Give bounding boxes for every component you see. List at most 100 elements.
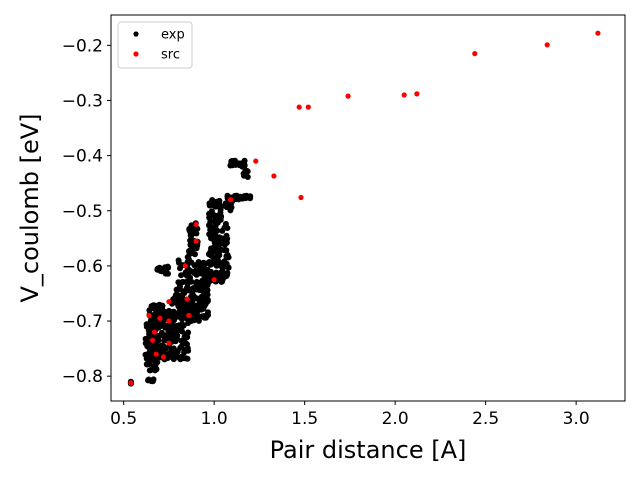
exp-point xyxy=(187,274,194,281)
exp-point xyxy=(243,195,249,201)
exp-point xyxy=(217,206,224,213)
y-tick-label: −0.6 xyxy=(62,257,103,277)
exp-point xyxy=(198,293,205,300)
exp-point xyxy=(229,162,236,169)
y-tick-label: −0.3 xyxy=(62,91,103,111)
src-point xyxy=(595,30,601,36)
src-point xyxy=(305,104,311,110)
exp-point xyxy=(186,248,192,255)
exp-point xyxy=(145,355,152,362)
exp-point xyxy=(171,331,178,338)
exp-point xyxy=(210,255,217,262)
exp-point xyxy=(237,195,244,202)
exp-point xyxy=(213,269,220,276)
exp-point xyxy=(194,295,201,302)
src-point xyxy=(184,296,190,302)
exp-point xyxy=(196,270,203,277)
src-point xyxy=(193,221,199,228)
exp-point xyxy=(145,377,151,384)
exp-point xyxy=(204,287,211,294)
exp-point xyxy=(176,259,182,266)
exp-point xyxy=(179,328,186,335)
src-point xyxy=(544,42,550,48)
src-point xyxy=(157,315,163,321)
exp-point xyxy=(218,213,225,220)
exp-point xyxy=(209,200,216,207)
exp-point xyxy=(213,235,220,242)
exp-point xyxy=(176,322,183,329)
exp-point xyxy=(163,324,170,331)
exp-point xyxy=(178,272,185,279)
exp-point xyxy=(206,221,213,227)
exp-point xyxy=(180,340,187,347)
exp-point xyxy=(176,280,183,287)
exp-point xyxy=(214,241,221,248)
exp-point xyxy=(193,286,200,293)
exp-point xyxy=(197,280,204,287)
src-point xyxy=(166,299,172,305)
exp-point xyxy=(221,247,228,254)
src-point xyxy=(186,312,192,319)
exp-point xyxy=(238,162,245,169)
legend-label-src: src xyxy=(161,48,180,63)
exp-point xyxy=(207,260,214,267)
src-point xyxy=(182,263,188,269)
src-point xyxy=(472,51,478,57)
exp-point xyxy=(193,261,200,268)
src-point xyxy=(271,173,277,179)
src-point xyxy=(128,380,134,386)
exp-point xyxy=(196,304,202,311)
exp-point xyxy=(183,278,190,285)
exp-point xyxy=(185,347,192,354)
exp-point xyxy=(184,331,190,338)
exp-point xyxy=(216,248,223,255)
src-point xyxy=(193,238,199,244)
x-axis-ticks: 0.5 1.0 1.5 2.0 2.5 3.0 xyxy=(110,401,590,429)
exp-point xyxy=(162,308,168,315)
exp-point xyxy=(189,290,196,297)
exp-point xyxy=(207,232,214,239)
exp-point xyxy=(157,268,164,274)
y-tick-label: −0.5 xyxy=(62,202,103,222)
exp-point xyxy=(193,309,200,316)
x-tick-label: 2.0 xyxy=(382,409,409,429)
y-tick-label: −0.2 xyxy=(62,36,103,56)
exp-point xyxy=(157,345,164,352)
exp-point xyxy=(150,357,157,364)
src-point xyxy=(414,91,420,97)
x-axis-label: Pair distance [A] xyxy=(270,436,467,464)
src-point xyxy=(151,329,157,335)
x-tick-label: 1.5 xyxy=(291,409,318,429)
exp-point xyxy=(175,295,182,302)
y-tick-label: −0.8 xyxy=(62,367,103,387)
exp-point xyxy=(146,327,153,333)
src-point xyxy=(401,92,407,98)
src-point xyxy=(345,93,351,99)
exp-point xyxy=(224,225,231,231)
exp-point xyxy=(200,266,206,273)
x-tick-label: 3.0 xyxy=(563,409,590,429)
src-point xyxy=(160,354,167,360)
exp-point xyxy=(153,366,160,373)
exp-point xyxy=(195,317,202,324)
exp-point xyxy=(170,356,177,363)
exp-point xyxy=(223,273,230,279)
exp-point xyxy=(177,344,184,351)
exp-point xyxy=(181,290,188,296)
src-point xyxy=(253,158,259,164)
src-point xyxy=(146,312,152,319)
exp-series xyxy=(127,157,254,387)
plot-frame xyxy=(110,14,626,402)
exp-point xyxy=(144,343,151,350)
exp-point xyxy=(205,278,212,285)
exp-point xyxy=(150,376,157,383)
exp-point xyxy=(185,285,192,292)
exp-point xyxy=(147,367,154,374)
exp-point xyxy=(224,252,231,258)
exp-point xyxy=(175,313,182,320)
x-tick-label: 0.5 xyxy=(110,409,137,429)
legend-marker-exp xyxy=(133,31,139,37)
exp-point xyxy=(192,251,198,258)
y-tick-label: −0.4 xyxy=(62,147,103,167)
